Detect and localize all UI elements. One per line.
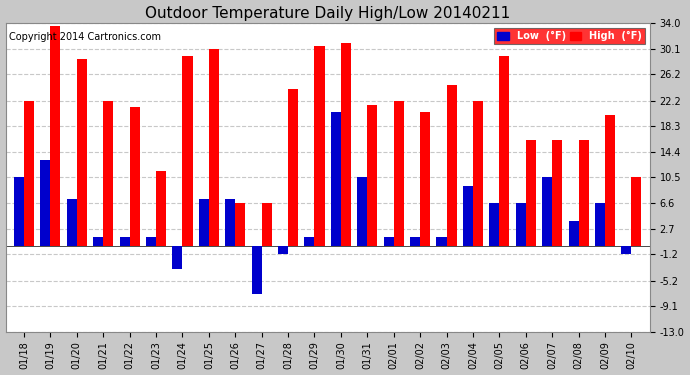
- Bar: [119, 237, 130, 246]
- Bar: [515, 203, 526, 246]
- Bar: [621, 246, 631, 254]
- Bar: [357, 177, 367, 246]
- Bar: [14, 177, 24, 246]
- Bar: [24, 100, 34, 246]
- Bar: [315, 46, 324, 246]
- Bar: [209, 49, 219, 246]
- Bar: [262, 203, 272, 246]
- Text: Copyright 2014 Cartronics.com: Copyright 2014 Cartronics.com: [9, 32, 161, 42]
- Bar: [473, 100, 483, 246]
- Bar: [93, 237, 104, 246]
- Bar: [526, 140, 535, 246]
- Bar: [199, 199, 209, 246]
- Bar: [67, 199, 77, 246]
- Bar: [341, 43, 351, 246]
- Bar: [288, 89, 298, 246]
- Bar: [156, 171, 166, 246]
- Bar: [394, 100, 404, 246]
- Bar: [225, 199, 235, 246]
- Bar: [463, 186, 473, 246]
- Bar: [500, 56, 509, 246]
- Bar: [631, 177, 642, 246]
- Bar: [182, 56, 193, 246]
- Bar: [172, 246, 182, 269]
- Bar: [50, 26, 61, 246]
- Bar: [384, 237, 394, 246]
- Bar: [252, 246, 262, 294]
- Bar: [489, 203, 500, 246]
- Bar: [446, 86, 457, 246]
- Bar: [569, 221, 578, 246]
- Title: Outdoor Temperature Daily High/Low 20140211: Outdoor Temperature Daily High/Low 20140…: [145, 6, 511, 21]
- Bar: [552, 140, 562, 246]
- Legend: Low  (°F), High  (°F): Low (°F), High (°F): [494, 28, 645, 44]
- Bar: [542, 177, 552, 246]
- Bar: [595, 203, 605, 246]
- Bar: [235, 203, 246, 246]
- Bar: [578, 140, 589, 246]
- Bar: [41, 160, 50, 246]
- Bar: [605, 115, 615, 246]
- Bar: [130, 107, 139, 246]
- Bar: [367, 105, 377, 246]
- Bar: [331, 112, 341, 246]
- Bar: [278, 246, 288, 254]
- Bar: [410, 237, 420, 246]
- Bar: [77, 59, 87, 246]
- Bar: [146, 237, 156, 246]
- Bar: [437, 237, 446, 246]
- Bar: [304, 237, 315, 246]
- Bar: [420, 112, 430, 246]
- Bar: [104, 100, 113, 246]
